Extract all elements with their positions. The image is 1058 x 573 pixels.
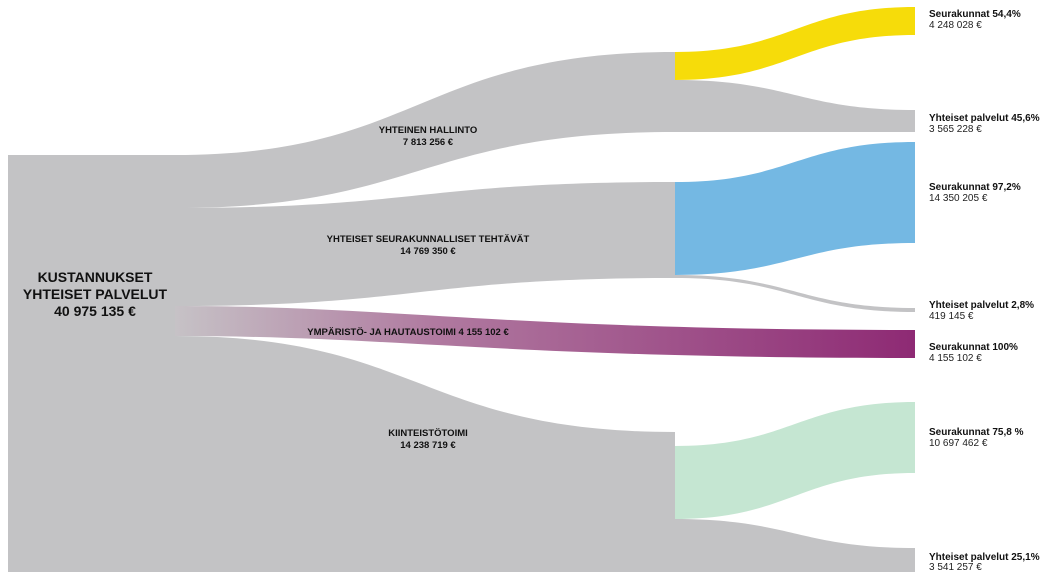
flow-seurak-yhteiset [675, 275, 915, 312]
target-value-7: 3 541 257 € [929, 562, 982, 573]
branch-label-kiinteistotoimi: KIINTEISTÖTOIMI [388, 428, 468, 439]
target-name-2: Yhteiset palvelut 45,6% [929, 113, 1040, 124]
branch-label-ymparisto: YMPÄRISTÖ- JA HAUTAUSTOIMI 4 155 102 € [307, 327, 509, 338]
branch-value-hallinto: 7 813 256 € [403, 137, 454, 148]
flow-seurakunnalliset [175, 182, 675, 306]
target-value-1: 4 248 028 € [929, 20, 982, 31]
target-name-4: Yhteiset palvelut 2,8% [929, 300, 1034, 311]
flow-kiint-yhteiset [675, 519, 915, 572]
branch-label-hallinto: YHTEINEN HALLINTO [379, 125, 478, 136]
target-name-6: Seurakunnat 75,8 % [929, 427, 1024, 438]
flow-hallinto-yhteiset [675, 80, 915, 132]
flow-kiinteistotoimi [175, 336, 675, 572]
target-name-3: Seurakunnat 97,2% [929, 182, 1021, 193]
branch-label-seurakunnalliset: YHTEISET SEURAKUNNALLISET TEHTÄVÄT [327, 234, 530, 245]
source-node [8, 155, 177, 572]
target-value-4: 419 145 € [929, 311, 974, 322]
target-value-5: 4 155 102 € [929, 353, 982, 364]
flow-hallinto-seurakunnat [675, 7, 915, 80]
flow-yhteinen-hallinto [175, 52, 675, 208]
flow-ymparisto [175, 306, 915, 358]
target-value-2: 3 565 228 € [929, 124, 982, 135]
branch-value-kiinteistotoimi: 14 238 719 € [400, 440, 456, 451]
source-label-line2: YHTEISET PALVELUT [23, 286, 168, 302]
target-name-5: Seurakunnat 100% [929, 342, 1018, 353]
target-value-6: 10 697 462 € [929, 438, 988, 449]
flow-kiint-seurakunnat [675, 402, 915, 519]
branch-value-seurakunnalliset: 14 769 350 € [400, 246, 456, 257]
target-value-3: 14 350 205 € [929, 193, 988, 204]
flow-seurak-seurakunnat [675, 142, 915, 275]
source-label-line1: KUSTANNUKSET [38, 269, 153, 285]
source-label-value: 40 975 135 € [54, 303, 136, 319]
target-name-7: Yhteiset palvelut 25,1% [929, 552, 1040, 563]
target-name-1: Seurakunnat 54,4% [929, 9, 1021, 20]
